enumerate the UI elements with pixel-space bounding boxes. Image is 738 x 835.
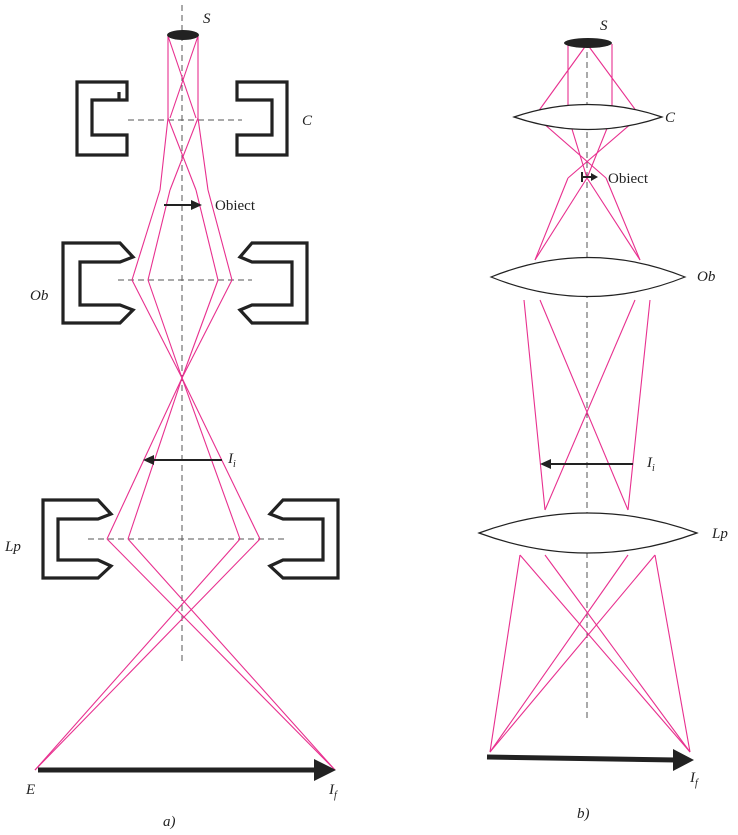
- label-final-image-a: If: [328, 782, 338, 801]
- condenser-lens-a: [75, 80, 289, 157]
- panel-b: S C Obiect Ob Ii Lp If b): [477, 18, 728, 822]
- objective-lens-a: [61, 241, 309, 325]
- label-projector-b: Lp: [711, 526, 728, 542]
- label-condenser-a: C: [302, 113, 313, 129]
- projector-lens-a: [41, 498, 340, 580]
- objective-lens-b: [489, 256, 687, 298]
- rays-b: [489, 43, 691, 753]
- source-b: [564, 38, 612, 48]
- label-object-b: Obiect: [608, 171, 649, 187]
- label-intermediate-image-b: Ii: [646, 455, 655, 474]
- label-screen-a: E: [25, 782, 35, 798]
- caption-b: b): [577, 806, 590, 822]
- source-a: [167, 30, 199, 40]
- label-source-b: S: [600, 18, 608, 34]
- rays-a: [34, 35, 336, 771]
- label-final-image-b: If: [689, 770, 699, 789]
- projector-lens-b: [477, 512, 699, 554]
- label-condenser-b: C: [665, 110, 676, 126]
- label-objective-a: Ob: [30, 288, 49, 304]
- label-intermediate-image-a: Ii: [227, 451, 236, 470]
- panel-a: S C Obiect Ob Ii Lp E If a): [4, 5, 340, 830]
- label-source-a: S: [203, 11, 211, 27]
- label-objective-b: Ob: [697, 269, 716, 285]
- condenser-lens-b: [512, 103, 664, 131]
- label-object-a: Obiect: [215, 198, 256, 214]
- caption-a: a): [163, 814, 176, 830]
- final-image-arrow-b: [486, 754, 677, 763]
- label-projector-a: Lp: [4, 539, 21, 555]
